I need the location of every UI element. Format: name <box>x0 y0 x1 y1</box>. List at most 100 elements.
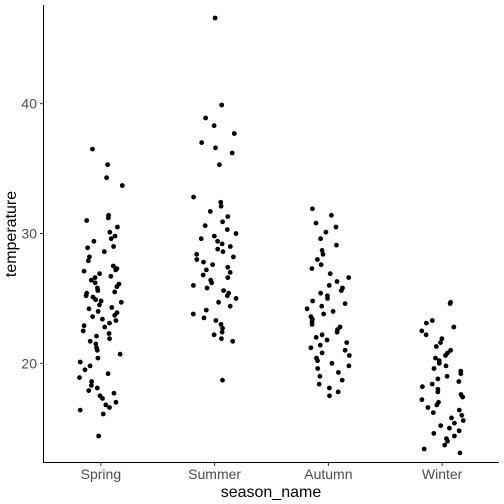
data-point-spring <box>115 224 120 230</box>
data-point-autumn <box>327 271 333 277</box>
data-point-winter <box>456 428 462 434</box>
data-point-spring <box>114 284 120 290</box>
data-point-winter <box>443 353 448 358</box>
data-point-winter <box>438 423 444 428</box>
data-point-spring <box>81 323 87 329</box>
data-point-autumn <box>318 262 324 268</box>
data-point-spring <box>87 363 93 369</box>
data-point-summer <box>219 241 225 247</box>
data-point-summer <box>203 115 209 121</box>
data-point-winter <box>419 397 425 403</box>
data-point-autumn <box>342 301 348 306</box>
data-point-spring <box>102 324 108 330</box>
data-point-summer <box>194 257 200 262</box>
data-point-spring <box>86 388 92 393</box>
data-point-summer <box>225 264 231 270</box>
data-point-spring <box>112 312 118 318</box>
x-tick-label: Spring <box>81 466 121 482</box>
data-point-summer <box>220 249 226 255</box>
data-points <box>77 15 466 456</box>
data-point-winter <box>425 405 431 410</box>
data-point-summer <box>218 322 224 327</box>
data-point-spring <box>94 385 100 391</box>
data-point-summer <box>231 131 237 136</box>
data-point-spring <box>112 233 118 239</box>
data-point-spring <box>100 316 105 322</box>
data-point-summer <box>194 251 200 257</box>
data-point-spring <box>85 258 91 264</box>
data-point-summer <box>209 280 215 286</box>
data-point-summer <box>219 329 225 335</box>
data-point-summer <box>191 194 197 200</box>
data-point-summer <box>217 162 222 168</box>
data-point-autumn <box>339 377 345 383</box>
data-point-autumn <box>310 206 315 212</box>
data-point-autumn <box>320 251 326 257</box>
data-point-autumn <box>319 303 325 309</box>
data-point-winter <box>436 360 442 366</box>
data-point-winter <box>435 376 441 382</box>
data-point-summer <box>201 259 206 265</box>
data-point-spring <box>100 396 105 401</box>
data-point-autumn <box>319 350 325 356</box>
data-point-summer <box>225 214 231 220</box>
data-point-autumn <box>309 322 315 327</box>
data-point-spring <box>113 267 119 273</box>
data-point-spring <box>105 371 111 377</box>
data-point-spring <box>92 275 98 280</box>
data-point-spring <box>101 249 107 255</box>
data-point-summer <box>211 332 217 338</box>
data-point-winter <box>458 371 464 377</box>
data-point-winter <box>460 394 466 400</box>
data-point-autumn <box>329 212 334 218</box>
data-point-summer <box>191 283 196 288</box>
data-point-autumn <box>319 248 325 253</box>
data-point-summer <box>202 223 208 229</box>
data-point-autumn <box>318 290 323 296</box>
data-point-spring <box>108 273 114 279</box>
data-point-autumn <box>319 332 325 338</box>
data-point-spring <box>91 238 97 244</box>
data-point-spring <box>77 407 83 413</box>
data-point-winter <box>438 340 443 345</box>
data-point-winter <box>449 415 454 421</box>
data-point-autumn <box>342 347 348 353</box>
data-point-winter <box>452 420 457 426</box>
data-point-spring <box>110 263 116 269</box>
data-point-autumn <box>346 275 352 280</box>
data-point-spring <box>90 146 95 152</box>
data-point-summer <box>211 233 217 239</box>
data-point-summer <box>203 307 209 313</box>
data-point-summer <box>210 262 216 268</box>
data-point-autumn <box>326 283 332 288</box>
data-point-autumn <box>329 360 335 366</box>
data-point-winter <box>456 407 462 413</box>
data-point-summer <box>233 231 239 236</box>
data-point-autumn <box>324 337 330 343</box>
data-point-spring <box>94 333 99 339</box>
data-point-spring <box>104 175 109 181</box>
data-point-spring <box>106 331 112 336</box>
x-tick-label: Winter <box>422 466 463 482</box>
data-point-spring <box>85 245 90 251</box>
data-point-autumn <box>310 298 315 304</box>
data-point-autumn <box>327 393 332 399</box>
data-point-summer <box>215 238 221 244</box>
data-point-spring <box>86 306 92 312</box>
data-point-summer <box>227 244 233 249</box>
data-point-spring <box>109 305 115 310</box>
data-point-summer <box>218 203 224 209</box>
data-point-spring <box>87 338 93 344</box>
data-point-winter <box>433 344 439 349</box>
data-point-autumn <box>308 345 314 351</box>
data-point-spring <box>95 355 101 361</box>
data-point-summer <box>220 219 226 225</box>
data-point-summer <box>200 272 206 278</box>
data-point-spring <box>100 411 106 417</box>
y-axis-title: temperature <box>3 191 20 277</box>
data-point-autumn <box>330 309 336 314</box>
data-point-spring <box>89 383 94 388</box>
data-point-spring <box>112 289 118 295</box>
data-point-autumn <box>325 296 330 301</box>
